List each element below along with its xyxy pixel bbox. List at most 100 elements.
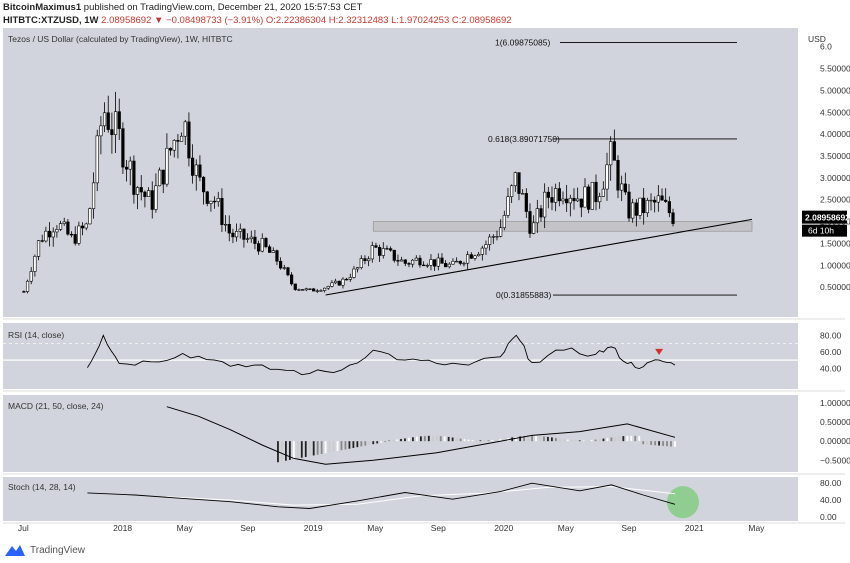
stoch-k-line[interactable] (87, 482, 676, 509)
stoch-d-line[interactable] (166, 486, 676, 506)
candle-body (198, 164, 202, 178)
price-tick-label: 4.50000000 (820, 107, 850, 117)
candle-body (231, 232, 235, 238)
candle-body (616, 159, 620, 191)
candle-body (590, 181, 594, 210)
candle-body (370, 245, 374, 260)
macd-histogram[interactable] (277, 435, 676, 463)
last-price-tag: 2.08958692 6d 10h (802, 210, 850, 237)
price-pane-background (3, 28, 798, 317)
candle-body (363, 258, 367, 262)
ascending-trendline[interactable] (325, 218, 753, 296)
price-axis[interactable]: 6.0 5.50000000 5.00000000 4.50000000 4.00000… (820, 42, 850, 292)
candle-body (396, 260, 400, 262)
macd-tick-label: 0.00000000 (820, 436, 850, 446)
candle-body (165, 147, 169, 185)
candle-body (484, 244, 488, 249)
publisher-name[interactable]: BitcoinMaximus1 (3, 2, 82, 13)
candle-body (51, 231, 55, 238)
price-tick-label: 0.50000000 (820, 282, 850, 292)
candle-body (172, 140, 176, 151)
macd-histogram-bar (566, 439, 569, 442)
rsi-axis[interactable]: 80.00 60.00 40.00 (820, 330, 842, 373)
macd-histogram-bar (610, 437, 613, 442)
macd-histogram-bar (654, 441, 657, 446)
macd-histogram-bar (281, 441, 283, 462)
candle-body (205, 191, 209, 204)
last-price-label: 2.08958692 (805, 213, 850, 223)
macd-histogram-bar (471, 440, 474, 442)
stoch-tick-label: 80.00 (820, 478, 842, 488)
macd-line[interactable] (166, 406, 676, 465)
macd-histogram-bar (304, 441, 307, 457)
macd-axis[interactable]: 1.00000000 0.50000000 0.00000000 −0.5000000… (820, 398, 850, 466)
candle-body (275, 250, 279, 262)
candle-body (418, 257, 422, 266)
candle-body (33, 256, 37, 272)
close-value: C:2.08958692 (451, 15, 512, 26)
candles[interactable] (22, 91, 675, 294)
macd-histogram-bar (634, 435, 637, 442)
candle-body (290, 274, 294, 285)
time-tick-label: 2018 (113, 523, 132, 533)
candle-body (301, 289, 305, 291)
candle-body (146, 190, 151, 197)
published-text: published on TradingView.com, December 2… (83, 2, 363, 13)
macd-histogram-bar (431, 435, 434, 442)
macd-histogram-bar (626, 435, 629, 442)
macd-histogram-bar (606, 437, 609, 442)
candle-body (623, 183, 627, 193)
candle-body (58, 223, 63, 230)
candle-body (473, 255, 477, 259)
macd-histogram-bar (535, 435, 537, 442)
candle-body (631, 202, 635, 219)
candle-body (513, 172, 517, 187)
candle-body (510, 185, 514, 197)
candle-body (543, 191, 547, 218)
macd-histogram-bar (658, 441, 660, 446)
candle-body (627, 191, 631, 219)
macd-histogram-bar (499, 439, 502, 442)
candle-body (91, 182, 96, 209)
tradingview-logo[interactable]: TradingView (4, 543, 85, 557)
candle-body (491, 236, 495, 238)
macd-histogram-bar (312, 441, 315, 456)
candle-body (183, 121, 187, 137)
candle-body (411, 259, 415, 265)
price-tick-label: 5.50000000 (820, 64, 850, 74)
candle-body (381, 248, 385, 256)
macd-histogram-bar (519, 436, 522, 442)
candle-body (245, 238, 250, 240)
candle-body (664, 199, 668, 202)
candle-body (667, 201, 671, 214)
chart-area[interactable]: 1(6.09875085) 0.618(3.89071750) 0(0.318558… (0, 28, 850, 535)
candle-body (477, 254, 481, 257)
macd-histogram-bar (463, 439, 466, 442)
candle-body (143, 191, 147, 197)
macd-histogram-bar (674, 441, 676, 447)
price-tick-label: 1.00000000 (820, 260, 850, 270)
stoch-axis[interactable]: 80.00 40.00 0.00 (820, 478, 842, 522)
fib-levels[interactable]: 1(6.09875085) 0.618(3.89071750) 0(0.318558… (488, 37, 737, 300)
candle-body (642, 197, 646, 214)
time-tick-label: Sep (431, 523, 446, 533)
candle-body (36, 240, 41, 257)
macd-histogram-bar (495, 439, 498, 442)
stoch-tick-label: 40.00 (820, 495, 842, 505)
rsi-line[interactable] (87, 334, 676, 376)
macd-histogram-bar (368, 441, 371, 445)
macd-histogram-bar (348, 441, 351, 449)
candle-body (609, 141, 613, 166)
macd-histogram-bar (650, 441, 653, 445)
macd-histogram-bar (487, 440, 490, 442)
macd-histogram-bar (614, 436, 617, 442)
macd-histogram-bar (543, 436, 545, 442)
candle-body (579, 198, 583, 208)
macd-tick-label: 0.50000000 (820, 417, 850, 427)
candle-body (524, 193, 528, 212)
candle-body (154, 185, 158, 210)
time-axis[interactable]: Jul 2018 May Sep 2019 May Sep 2020 May Sep 2021 May (18, 523, 765, 533)
candle-body (385, 248, 389, 250)
rsi-pane: RSI (14, close) 80.00 60.00 40.00 (3, 323, 845, 392)
macd-histogram-bar (320, 441, 323, 454)
